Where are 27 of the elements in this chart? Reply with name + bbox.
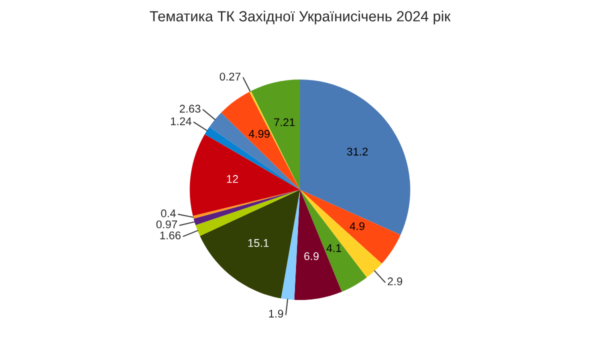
data-label: 0.4 [161,209,176,218]
pie-slice [194,190,300,226]
pie-slice [300,190,367,292]
data-label: 31.2 [347,148,368,156]
data-label: 1.24 [170,117,192,126]
chart-title: Тематика ТК Західної Україниcічень 2024 рік [150,10,451,24]
data-label: 4.9 [350,222,364,230]
data-label: 1.66 [160,231,181,240]
data-label: 4.99 [248,130,270,138]
data-label: 12 [227,175,238,183]
pie-slice [200,190,300,298]
data-label: 7.21 [274,118,295,126]
pie-slice [300,190,401,264]
pie-slice [294,190,342,300]
data-label: 1.9 [269,310,284,318]
pie-slice [196,190,300,236]
data-label: 4.1 [326,244,342,252]
data-label: 6.9 [304,252,319,260]
pie-slice [204,126,300,190]
data-label: 0.27 [220,72,240,81]
pie-slice [221,92,300,190]
data-label: 2.9 [388,277,402,286]
data-label: 15.1 [248,239,269,247]
data-label: 0.97 [156,220,177,228]
data-label: 2.63 [180,104,200,113]
pie-slice [300,190,382,278]
pie-slice [280,190,300,300]
